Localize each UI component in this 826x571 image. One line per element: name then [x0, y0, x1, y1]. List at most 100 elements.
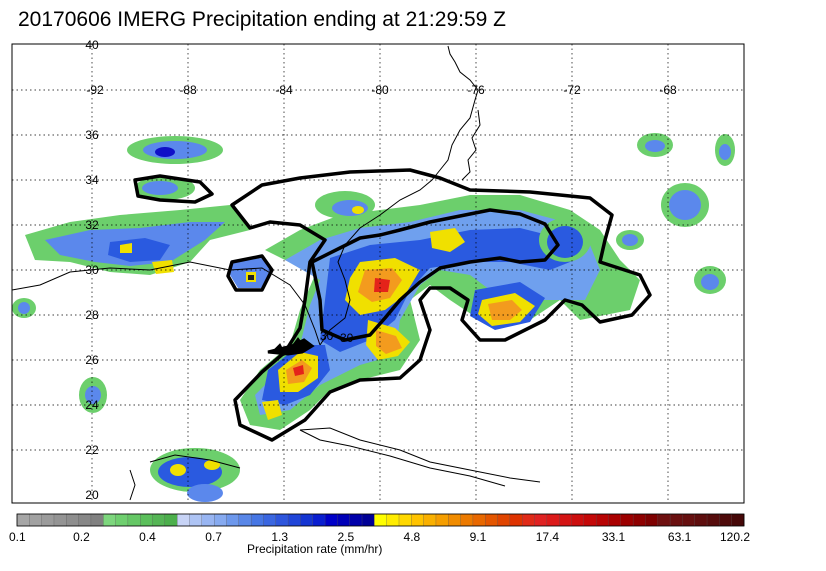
colorbar-swatch — [140, 513, 153, 527]
colorbar-swatch — [103, 513, 117, 527]
colorbar-swatch — [275, 513, 289, 527]
lat-label: 34 — [85, 173, 99, 187]
lat-label: 26 — [85, 353, 99, 367]
latitude-labels: 40 36 34 32 30 28 26 24 22 20 — [85, 38, 99, 502]
lat-label: 40 — [85, 38, 99, 52]
colorbar-swatch — [546, 513, 560, 527]
map-title: 20170606 IMERG Precipitation ending at 2… — [18, 8, 506, 31]
colorbar-swatch — [152, 513, 166, 527]
colorbar-swatch — [127, 513, 141, 527]
lat-label: 24 — [85, 398, 99, 412]
coastlines — [12, 45, 541, 501]
colorbar-title: Precipitation rate (mm/hr) — [247, 542, 383, 556]
colorbar-swatch — [645, 513, 659, 527]
colorbar-swatch — [608, 513, 622, 527]
colorbar-tick-label: 0.2 — [73, 530, 90, 544]
colorbar-swatch — [238, 513, 252, 527]
lon-label: -92 — [86, 83, 104, 97]
colorbar-swatch — [386, 513, 400, 527]
colorbar-swatch — [559, 513, 572, 527]
colorbar-swatch — [435, 513, 449, 527]
colorbar-swatch — [287, 513, 301, 527]
colorbar-swatch — [164, 513, 178, 527]
rain-region-scattered-cells — [12, 133, 735, 502]
colorbar-swatch — [312, 513, 326, 527]
colorbar-tick-label: 9.1 — [469, 530, 487, 544]
colorbar-swatch — [669, 513, 683, 527]
colorbar-swatch — [509, 513, 523, 527]
colorbar-swatch — [719, 513, 733, 527]
lon-label: -88 — [179, 83, 197, 97]
colorbar-swatch — [16, 513, 30, 527]
colorbar-tick-label: 0.4 — [139, 530, 156, 544]
colorbar-swatch — [115, 513, 129, 527]
colorbar-swatch — [201, 513, 215, 527]
colorbar-swatch — [657, 513, 671, 527]
lon-label: -84 — [275, 83, 293, 97]
colorbar-swatch — [534, 513, 548, 527]
colorbar-swatch — [213, 513, 227, 527]
colorbar-swatch — [472, 513, 486, 527]
colorbar-swatch — [731, 513, 745, 527]
colorbar-swatch — [522, 513, 535, 527]
colorbar-swatch — [485, 513, 499, 527]
colorbar-swatch — [595, 513, 609, 527]
colorbar-swatch — [361, 513, 375, 527]
map-frame — [11, 43, 745, 504]
colorbar-swatch — [90, 513, 104, 527]
colorbar-swatch — [189, 513, 203, 527]
colorbar-swatch — [250, 513, 264, 527]
colorbar-swatch — [460, 513, 474, 527]
colorbar-swatch — [583, 513, 597, 527]
colorbar-swatch — [411, 513, 425, 527]
colorbar-tick-label: 0.1 — [9, 530, 26, 544]
lon-label: -76 — [467, 83, 485, 97]
colorbar-swatch — [374, 513, 388, 527]
colorbar-swatch — [263, 513, 277, 527]
colorbar-tick-label: 33.1 — [601, 530, 626, 544]
colorbar-tick-label: 4.8 — [403, 530, 421, 544]
colorbar-swatch — [337, 513, 351, 527]
precipitation-field — [12, 133, 735, 502]
colorbar — [16, 513, 745, 527]
colorbar-swatch — [571, 513, 585, 527]
inline-labels: 30 30 — [320, 329, 354, 345]
colorbar-swatch — [177, 513, 190, 527]
lat-label: 36 — [85, 128, 99, 142]
storm-track-markers — [267, 337, 315, 356]
lon-label: -68 — [659, 83, 677, 97]
colorbar-swatch — [78, 513, 92, 527]
lat-label: 30 — [85, 263, 99, 277]
colorbar-swatch — [632, 513, 646, 527]
lon-label: -80 — [371, 83, 389, 97]
colorbar-swatch — [349, 513, 363, 527]
colorbar-swatch — [620, 513, 634, 527]
colorbar-tick-label: 1.3 — [271, 530, 289, 544]
rain-region-gulf-coast — [25, 205, 272, 288]
colorbar-tick-label: 17.4 — [535, 530, 560, 544]
lat-label: 32 — [85, 218, 99, 232]
colorbar-swatch — [398, 513, 412, 527]
colorbar-tick-label: 0.7 — [205, 530, 222, 544]
colorbar-tick-label: 2.5 — [337, 530, 355, 544]
colorbar-swatch — [41, 513, 55, 527]
colorbar-swatch — [66, 513, 80, 527]
lat-label: 22 — [85, 443, 99, 457]
colorbar-swatch — [423, 513, 437, 527]
colorbar-tick-label: 120.2 — [720, 530, 751, 544]
colorbar-swatch — [226, 513, 240, 527]
inline-label: 30 — [340, 331, 354, 345]
region-outlines — [133, 168, 652, 442]
lon-label: -72 — [563, 83, 581, 97]
colorbar-swatch — [694, 513, 708, 527]
lat-label: 20 — [85, 488, 99, 502]
gridlines — [12, 44, 744, 503]
colorbar-swatch — [682, 513, 696, 527]
colorbar-swatch — [706, 513, 720, 527]
colorbar-swatch — [300, 513, 314, 527]
colorbar-swatch — [29, 513, 43, 527]
inline-label: 30 — [320, 329, 334, 343]
longitude-labels: -92 -88 -84 -80 -76 -72 -68 — [86, 83, 677, 97]
colorbar-swatch — [497, 513, 511, 527]
